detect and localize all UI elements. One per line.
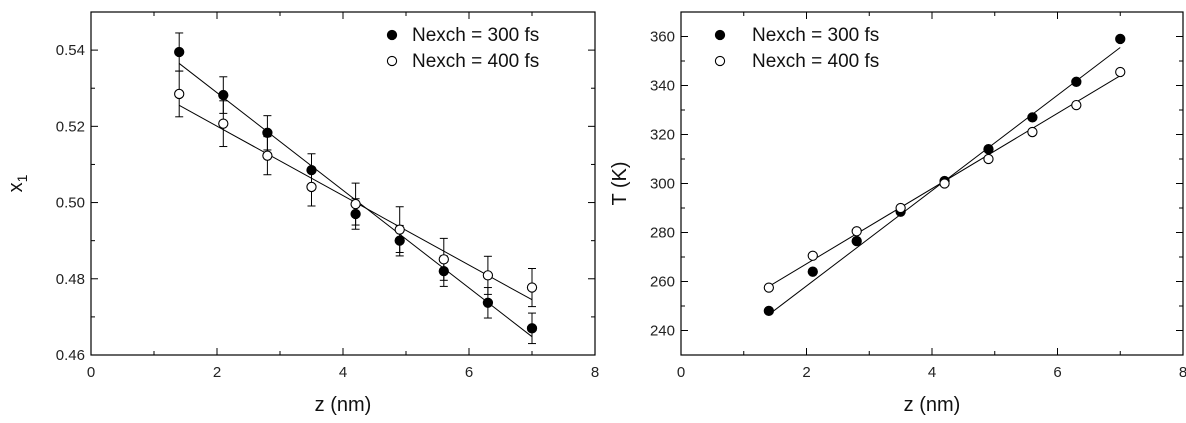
data-point-filled (174, 46, 185, 58)
x-tick-label: 6 (465, 364, 473, 381)
legend-label: Nexch = 300 fs (752, 25, 879, 46)
data-point-open (394, 224, 405, 235)
x-tick-label: 0 (677, 364, 685, 381)
y-axis-title: x1 (5, 174, 30, 192)
legend-label: Nexch = 400 fs (752, 51, 879, 72)
legend-label: Nexch = 400 fs (412, 51, 539, 72)
y-tick-label: 0.46 (56, 347, 85, 364)
series-2-group (763, 66, 1126, 293)
data-point-open (851, 226, 862, 237)
series-2-group (174, 70, 538, 308)
y-axis-title-main: x (5, 182, 27, 192)
data-point-open (983, 153, 994, 165)
data-point-open (526, 282, 538, 293)
data-point-open (895, 202, 906, 214)
data-point-filled (1115, 33, 1126, 45)
data-point-open (1027, 126, 1038, 138)
data-point-open (1071, 99, 1082, 111)
y-axis-title: T (K) (609, 161, 631, 205)
data-point-open (939, 178, 950, 189)
chart-panel-1: 0 2 4 6 8 0.46 0.48 0.50 0.52 0.54 z (nm) x1 Nexch =… (5, 11, 599, 416)
data-point-filled (763, 305, 774, 317)
x-axis-title: z (nm) (315, 394, 372, 416)
data-point-open (218, 118, 229, 129)
series-1-group (763, 33, 1126, 317)
y-tick-label: 340 (650, 78, 675, 95)
data-point-open (350, 198, 361, 210)
x-tick-label: 0 (87, 364, 95, 381)
x-tick-label: 8 (591, 364, 599, 381)
data-point-filled (526, 323, 538, 334)
chart-panel-2: 0 2 4 6 8 240 260 280 300 320 340 360 z (nm) T (K) Nex… (609, 11, 1186, 416)
data-point-filled (482, 297, 494, 308)
legend-marker (714, 29, 726, 41)
x-tick-label: 2 (802, 364, 810, 381)
x-tick-label: 4 (339, 364, 347, 381)
x-tick-label: 8 (1179, 364, 1186, 381)
x-tick-label: 4 (928, 364, 936, 381)
data-point-open (482, 270, 494, 281)
y-tick-label: 320 (650, 127, 675, 144)
data-point-filled (1027, 112, 1038, 123)
y-tick-label: 240 (650, 323, 675, 340)
data-point-filled (983, 144, 994, 155)
data-point-filled (218, 89, 229, 101)
y-tick-label: 0.54 (56, 42, 85, 59)
legend-marker (714, 55, 726, 67)
y-tick-label: 260 (650, 274, 675, 291)
data-point-filled (1071, 76, 1082, 87)
y-tick-label: 0.48 (56, 271, 85, 288)
data-point-open (763, 282, 774, 293)
legend-marker (386, 55, 398, 67)
data-point-filled (807, 266, 818, 277)
x-tick-label: 6 (1053, 364, 1061, 381)
legend-label: Nexch = 300 fs (412, 25, 539, 46)
data-point-open (306, 181, 317, 193)
y-axis-title-subscript: 1 (14, 174, 30, 182)
x-axis-title: z (nm) (904, 394, 961, 416)
y-tick-label: 0.50 (56, 195, 85, 212)
y-tick-label: 280 (650, 225, 675, 242)
x-tick-label: 2 (213, 364, 221, 381)
data-point-open (262, 150, 273, 161)
data-point-open (807, 250, 818, 261)
y-tick-label: 0.52 (56, 118, 85, 135)
data-point-open (438, 254, 449, 265)
y-axis-title-main: T (K) (609, 161, 631, 205)
data-point-filled (262, 127, 273, 138)
y-tick-label: 300 (650, 176, 675, 193)
y-tick-label: 360 (650, 29, 675, 46)
data-point-open (174, 88, 185, 100)
legend-marker (386, 29, 398, 41)
data-point-filled (851, 235, 862, 247)
data-point-open (1115, 66, 1126, 78)
